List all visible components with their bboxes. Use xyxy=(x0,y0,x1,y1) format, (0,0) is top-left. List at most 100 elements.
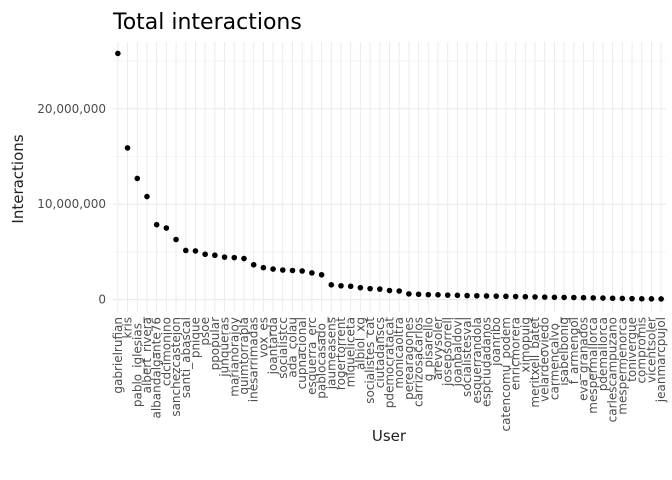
data-point xyxy=(541,294,548,300)
x-tick-label: espciudadanos xyxy=(480,317,494,407)
data-point xyxy=(153,221,160,228)
x-tick-label: marianorajoy xyxy=(227,317,241,397)
data-point xyxy=(134,175,141,182)
x-tick-label: gabrielrufian xyxy=(111,317,125,394)
data-point xyxy=(600,295,606,301)
x-tick-label: mespermallorca xyxy=(586,317,600,414)
x-tick-label: jaumeasens xyxy=(324,317,338,390)
data-point xyxy=(192,248,199,254)
data-point xyxy=(124,145,131,151)
data-point xyxy=(376,286,383,292)
data-point xyxy=(318,271,325,278)
x-tick-label: socialistes_cat xyxy=(363,317,377,404)
data-point xyxy=(580,294,587,301)
chart-title: Total interactions xyxy=(112,10,302,35)
x-tick-label: socialistcc xyxy=(276,317,290,379)
y-tick-label: 10,000,000 xyxy=(37,197,106,211)
data-point xyxy=(532,294,538,300)
data-point xyxy=(609,295,616,302)
data-point xyxy=(212,252,218,259)
x-tick-label: ada_colau xyxy=(285,317,299,378)
data-point xyxy=(231,254,238,261)
data-point xyxy=(173,236,179,243)
x-tick-label: enricmorera xyxy=(509,317,523,390)
x-tick-label: arevysoler xyxy=(431,317,445,380)
x-tick-label: joantarda xyxy=(266,317,280,375)
x-tick-label: monicaoltra xyxy=(392,317,406,389)
x-tick-label: carrizosacarlos xyxy=(412,317,426,407)
data-point xyxy=(464,292,470,299)
x-tick-label: quimtorrapla xyxy=(237,317,251,395)
y-tick-label: 0 xyxy=(98,293,106,307)
data-point xyxy=(328,282,335,288)
x-tick-label: pdemallorca xyxy=(596,317,610,391)
x-tick-label: socialistesval xyxy=(460,317,474,397)
data-point xyxy=(163,225,170,231)
x-tick-label: compromis xyxy=(635,317,649,384)
data-point xyxy=(279,267,286,273)
x-tick-label: catencomu_podem xyxy=(499,317,513,432)
data-point xyxy=(551,294,558,301)
data-point xyxy=(435,292,441,298)
data-point xyxy=(367,285,373,292)
data-point xyxy=(658,296,664,302)
x-tick-label: joanbaldovi xyxy=(450,317,464,387)
data-point xyxy=(493,293,500,299)
x-tick-label: cupnacional xyxy=(295,317,309,389)
y-axis-title: Interactions xyxy=(9,134,27,223)
x-tick-label: perearagones xyxy=(402,317,416,400)
data-point xyxy=(260,264,267,271)
data-point xyxy=(503,293,509,300)
data-point xyxy=(347,283,354,290)
x-tick-label: carlescampuzano xyxy=(606,317,620,422)
data-point xyxy=(250,261,257,268)
x-tick-label: ximopuig xyxy=(518,317,532,373)
x-tick-label: joanribo xyxy=(489,317,503,367)
x-tick-label: vicentsoler xyxy=(644,317,658,383)
data-point xyxy=(571,294,577,301)
data-point xyxy=(638,295,645,302)
x-axis-title: User xyxy=(372,427,407,445)
data-point xyxy=(483,293,490,299)
x-tick-label: vox_es xyxy=(256,317,270,358)
data-point xyxy=(454,292,461,299)
x-tick-label: velardeoviedo xyxy=(538,317,552,402)
x-tick-label: isabelbonig xyxy=(557,317,571,386)
x-tick-label: tonivergue xyxy=(625,317,639,382)
x-tick-label: pablocasado_ xyxy=(315,316,329,399)
data-point xyxy=(357,284,364,291)
data-point xyxy=(144,193,150,200)
x-tick-label: pablo_iglesias_ xyxy=(130,316,144,407)
x-tick-label: rogertorrent xyxy=(334,317,348,390)
x-tick-label: sanchezcastejon xyxy=(169,317,183,417)
data-points xyxy=(115,50,664,302)
x-tick-label: ppopular xyxy=(208,317,222,370)
data-point xyxy=(444,292,451,298)
x-tick-label: jeanmarcpujol xyxy=(654,317,668,403)
data-point xyxy=(289,267,296,274)
x-tick-label: junqueras xyxy=(218,317,232,378)
x-tick-label: esquerra_erc xyxy=(305,317,319,395)
x-tick-label: inesarrimadas xyxy=(247,317,261,402)
x-tick-label: mespermenorca xyxy=(615,317,629,415)
data-point xyxy=(648,296,655,302)
data-point xyxy=(182,247,189,254)
x-tick-label: miqueliceta xyxy=(344,317,358,387)
data-point xyxy=(561,294,567,301)
data-point xyxy=(415,291,422,298)
x-tick-label: esquerrandola xyxy=(470,317,484,404)
data-point xyxy=(221,254,228,260)
data-point xyxy=(590,295,597,301)
data-point xyxy=(270,266,276,272)
x-tick-label: meritxell_batet xyxy=(528,317,542,408)
x-tick-label: albandalgante76 xyxy=(150,317,164,419)
y-tick-label: 20,000,000 xyxy=(37,102,106,116)
x-tick-label: pdemocratacat xyxy=(383,317,397,409)
x-tick-label: josepsorrell xyxy=(441,317,455,387)
data-point xyxy=(406,291,412,297)
x-tick-label: g_pisarello xyxy=(421,317,435,381)
x-tick-label: santi_abascal xyxy=(179,317,193,398)
x-axis-ticks: gabrielrufiankrispablo_iglesias_albert_r… xyxy=(111,316,668,432)
